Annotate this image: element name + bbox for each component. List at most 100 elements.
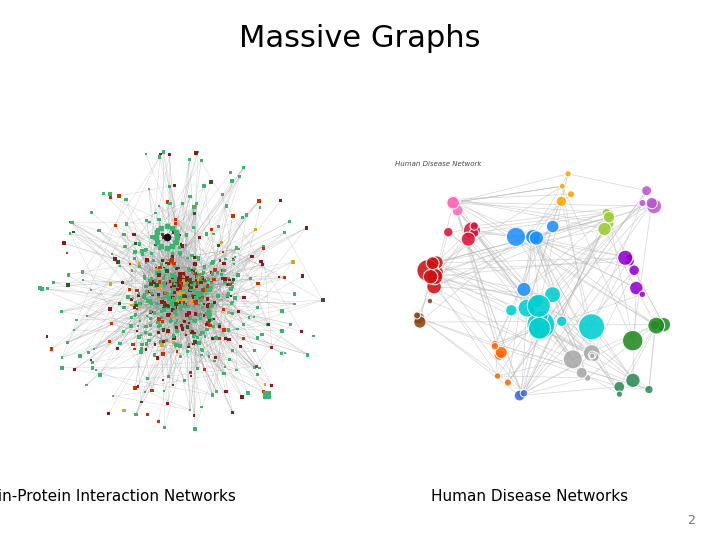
Point — [238, 293, 250, 302]
Point — [248, 313, 259, 321]
Point — [141, 287, 153, 296]
Point — [180, 241, 192, 249]
Point — [214, 321, 225, 329]
Point — [193, 272, 204, 281]
Point — [130, 310, 141, 319]
Point — [193, 275, 204, 284]
Point — [175, 284, 186, 293]
Point — [263, 320, 274, 329]
Point — [204, 307, 215, 316]
Point — [195, 296, 207, 305]
Point — [171, 285, 183, 294]
Point — [495, 348, 507, 357]
Point — [179, 301, 191, 309]
Point — [531, 234, 542, 242]
Point — [209, 356, 220, 365]
Point — [212, 292, 224, 300]
Point — [185, 283, 197, 292]
Point — [203, 312, 215, 320]
Point — [296, 327, 307, 336]
Point — [217, 248, 228, 256]
Point — [235, 342, 246, 351]
Point — [142, 374, 153, 383]
Point — [133, 262, 145, 271]
Point — [202, 282, 213, 291]
Point — [229, 253, 240, 261]
Point — [275, 196, 287, 205]
Point — [197, 273, 208, 282]
Point — [613, 382, 625, 391]
Point — [174, 282, 185, 291]
Point — [182, 302, 194, 310]
Point — [184, 281, 195, 290]
Point — [158, 279, 170, 288]
Point — [287, 258, 299, 266]
Point — [175, 278, 186, 286]
Point — [169, 262, 181, 271]
Point — [140, 282, 151, 291]
Point — [134, 316, 145, 325]
Point — [213, 241, 225, 250]
Point — [147, 291, 158, 299]
Point — [171, 347, 182, 356]
Point — [176, 273, 187, 281]
Point — [140, 282, 152, 291]
Point — [184, 406, 196, 414]
Point — [202, 281, 214, 289]
Point — [176, 271, 187, 280]
Point — [627, 376, 639, 384]
Point — [194, 292, 205, 300]
Point — [179, 314, 191, 323]
Point — [249, 346, 261, 355]
Point — [199, 300, 210, 308]
Point — [526, 232, 538, 240]
Point — [105, 193, 117, 201]
Point — [210, 353, 222, 362]
Point — [186, 328, 197, 336]
Point — [227, 346, 238, 354]
Point — [190, 148, 202, 157]
Point — [158, 387, 170, 395]
Point — [178, 285, 189, 294]
Point — [166, 271, 177, 280]
Point — [266, 381, 277, 390]
Point — [148, 256, 160, 265]
Point — [212, 222, 224, 231]
Point — [151, 268, 163, 277]
Point — [624, 257, 636, 266]
Point — [161, 336, 172, 345]
Point — [166, 291, 178, 299]
Point — [184, 192, 196, 201]
Point — [128, 230, 140, 239]
Point — [174, 304, 186, 313]
Point — [178, 289, 189, 298]
Point — [164, 278, 176, 286]
Point — [221, 291, 233, 300]
Point — [462, 235, 474, 244]
Point — [218, 325, 230, 334]
Point — [158, 281, 170, 289]
Point — [167, 313, 179, 321]
Point — [218, 259, 230, 268]
Point — [603, 213, 615, 221]
Point — [223, 289, 235, 298]
Point — [202, 310, 213, 319]
Point — [166, 256, 178, 265]
Point — [284, 217, 295, 226]
Point — [129, 303, 140, 312]
Point — [587, 350, 598, 359]
Point — [184, 265, 196, 274]
Point — [210, 266, 221, 274]
Point — [207, 334, 219, 342]
Point — [228, 255, 239, 264]
Point — [184, 156, 195, 164]
Point — [220, 202, 232, 211]
Point — [106, 319, 117, 328]
Point — [139, 275, 150, 284]
Point — [188, 293, 199, 302]
Point — [167, 289, 179, 298]
Point — [242, 389, 253, 397]
Point — [197, 268, 209, 276]
Point — [151, 299, 163, 308]
Point — [189, 291, 200, 299]
